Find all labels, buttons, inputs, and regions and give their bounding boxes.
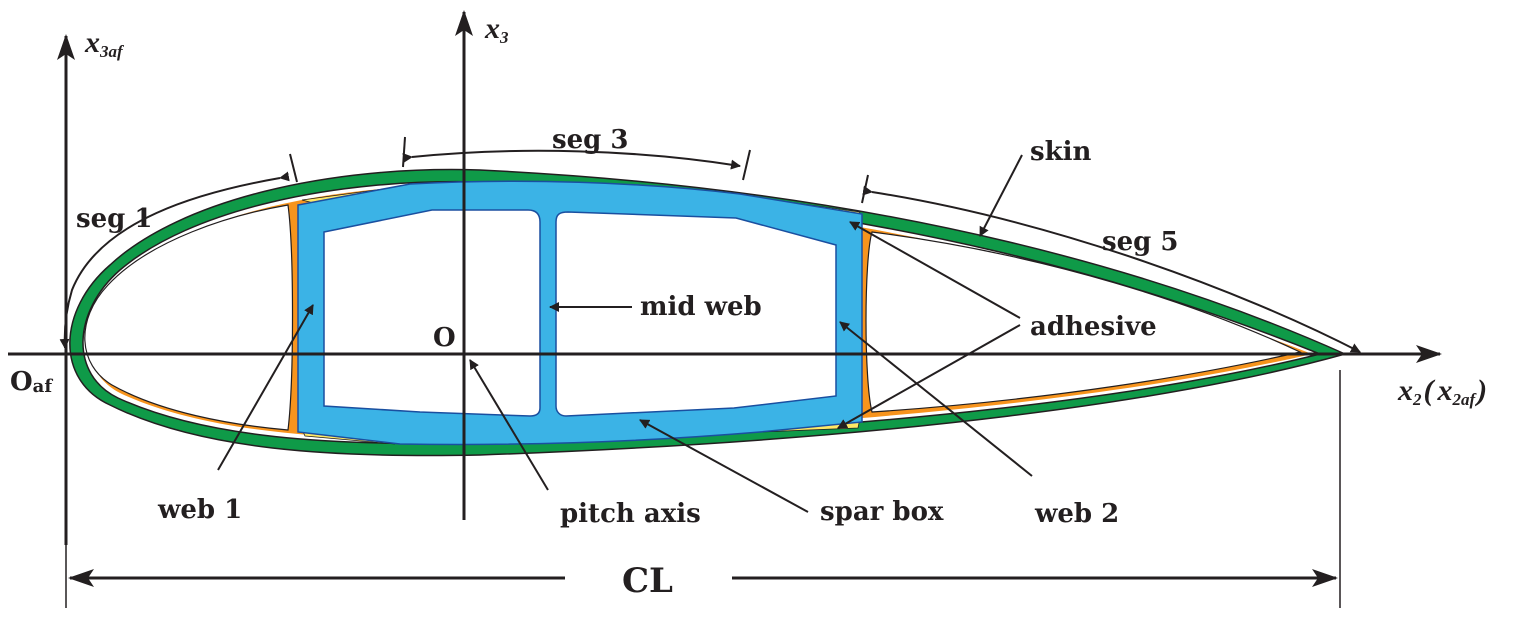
adhesive-pointer-bottom [837, 324, 1021, 429]
seg1-label: seg 1 [76, 204, 153, 234]
skin-pointer [979, 154, 1023, 237]
spar-box-pointer [639, 419, 809, 513]
chord-length-label: CL [622, 561, 673, 601]
seg5-arc [862, 185, 1361, 353]
pitch-axis-pointer [469, 359, 549, 491]
origin-label: O [433, 323, 456, 353]
spar-cavity-left [323, 209, 541, 417]
seg5-label: seg 5 [1102, 227, 1179, 257]
skin-label: skin [1030, 137, 1092, 167]
x3-axis-label: x3 [484, 12, 509, 47]
seg3-label: seg 3 [552, 125, 629, 155]
adhesive-pointer-top [849, 221, 1021, 319]
adhesive-label: adhesive [1030, 312, 1157, 342]
mid-web-label: mid web [640, 292, 762, 322]
web1-pointer [217, 304, 314, 471]
seg3-tick-right [742, 149, 751, 181]
x2-axis-label: x2(x2af) [1397, 374, 1487, 409]
spar-box-label: spar box [820, 497, 944, 527]
seg3-arc [402, 149, 741, 170]
seg5-tick [861, 174, 869, 204]
web2-label: web 2 [1034, 499, 1119, 529]
web1-label: web 1 [157, 495, 242, 525]
web2-pointer [839, 321, 1033, 477]
x3af-axis-label: x3af [84, 26, 125, 61]
pitch-axis-label: pitch axis [560, 499, 701, 529]
seg1-arc [59, 171, 290, 349]
origin-af-label: Oaf [10, 367, 53, 397]
seg3-tick-left [402, 136, 406, 168]
seg1-tick [289, 153, 298, 183]
spar-cavity-right [555, 211, 837, 417]
